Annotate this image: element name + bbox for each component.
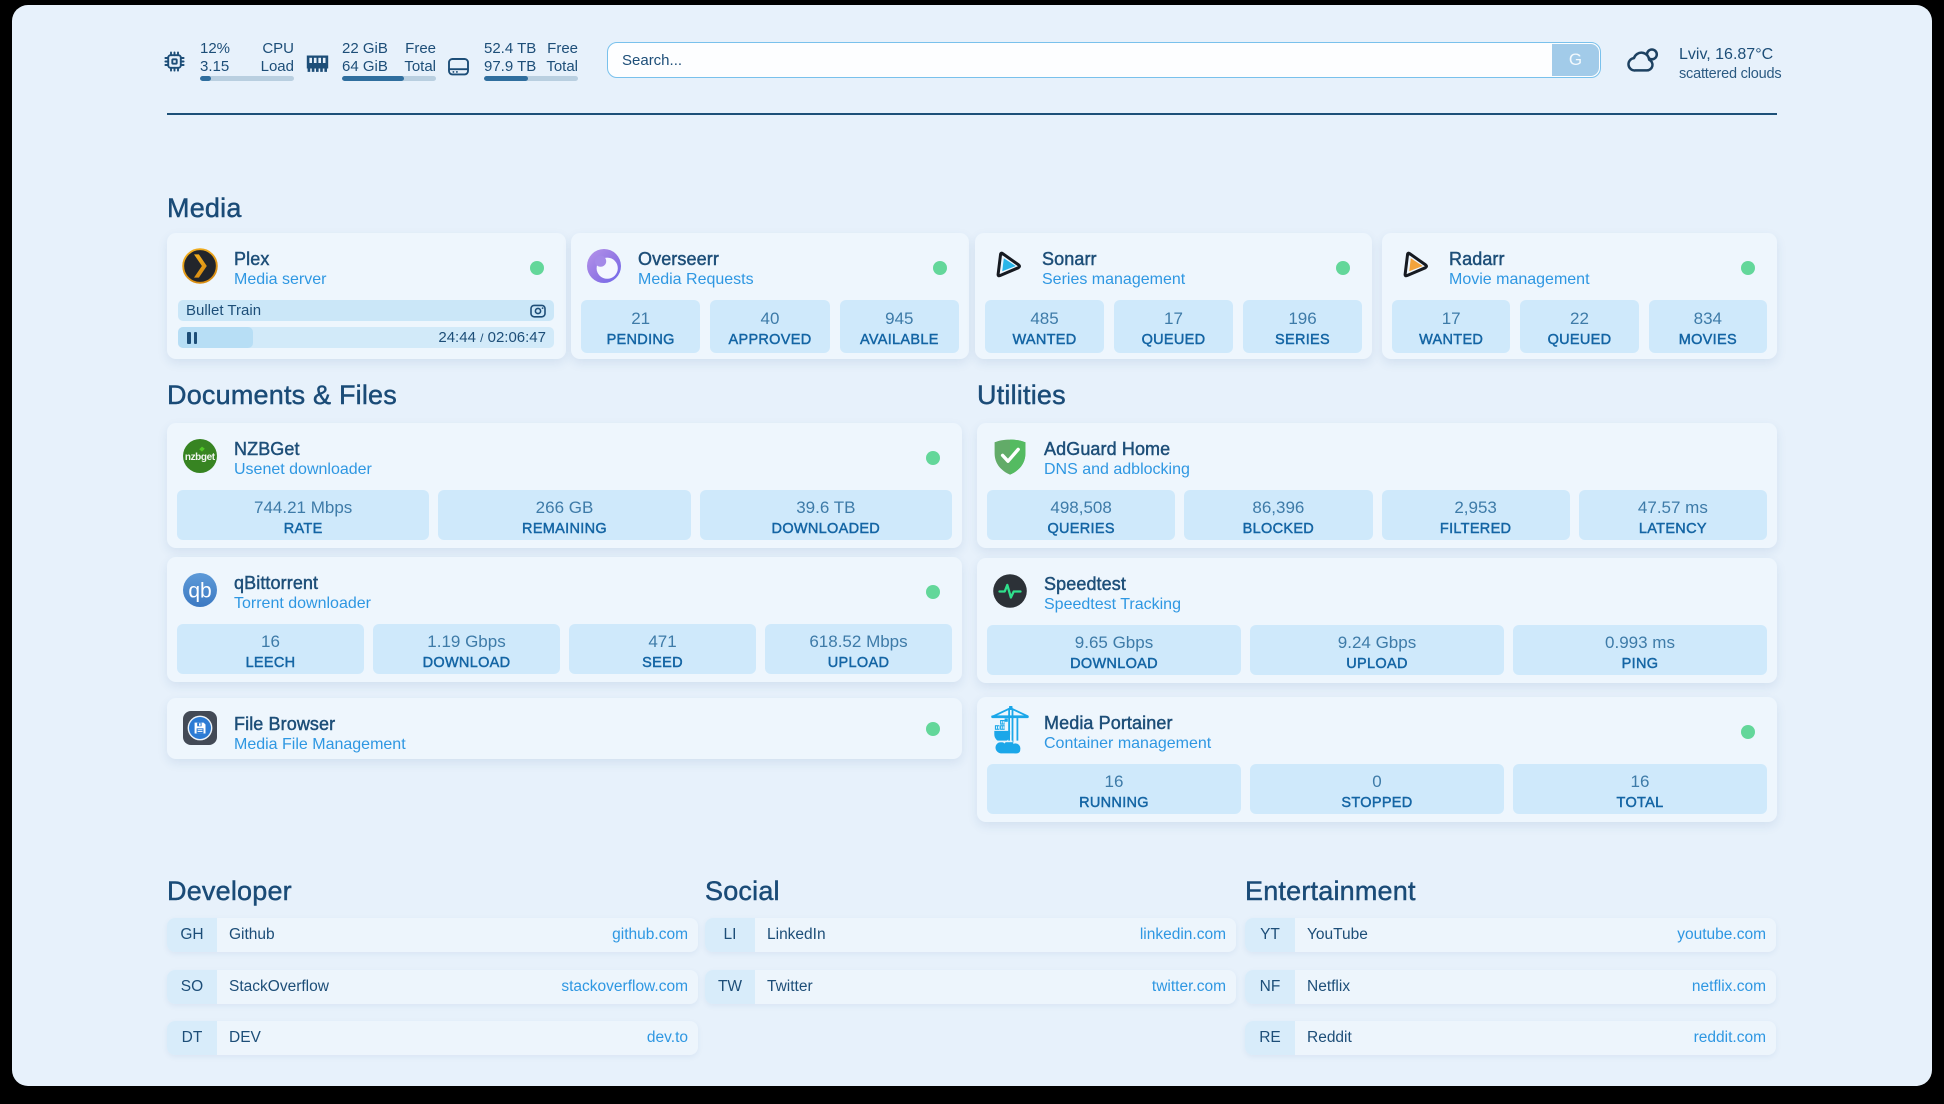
svg-text:qb: qb bbox=[188, 579, 211, 602]
svg-text:nzbget: nzbget bbox=[185, 452, 216, 463]
